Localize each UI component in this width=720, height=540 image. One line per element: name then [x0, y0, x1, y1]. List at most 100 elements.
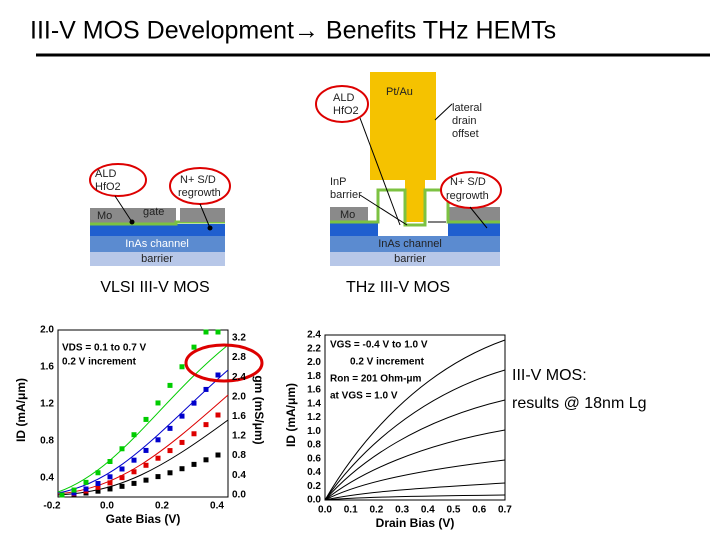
- y-tick-label: 1.6: [40, 362, 54, 373]
- marker: [71, 487, 77, 493]
- y-tick-label: 0.4: [40, 473, 54, 484]
- vlsi-diagram: ALD HfO2 N+ S/D regrowth Mo gate InAs ch…: [89, 163, 231, 266]
- y-tick-label: 0.2: [307, 481, 321, 492]
- pointer: [469, 206, 488, 229]
- marker: [191, 461, 197, 467]
- curve: [324, 399, 506, 501]
- x-tick-label: 0.0: [100, 501, 114, 512]
- y-axis-label: ID (mA/μm): [14, 378, 28, 442]
- marker: [155, 474, 161, 480]
- y2-tick-label: 3.2: [232, 333, 246, 344]
- y2-tick-label: 2.8: [232, 352, 246, 363]
- pointer: [114, 195, 133, 223]
- marker: [83, 486, 89, 492]
- marker: [215, 412, 221, 418]
- curve: [324, 459, 506, 501]
- x-tick-label: 0.7: [498, 505, 512, 516]
- y2-tick-label: 2.0: [232, 391, 246, 402]
- marker: [143, 462, 149, 468]
- label: Mo: [97, 210, 112, 222]
- marker: [191, 431, 197, 437]
- pointer-dot: [129, 219, 135, 225]
- marker: [95, 481, 101, 487]
- label: barrier: [141, 253, 173, 265]
- marker: [143, 416, 149, 422]
- curve: [57, 419, 229, 496]
- annotation: VGS = -0.4 V to 1.0 V: [330, 340, 428, 351]
- marker: [143, 447, 149, 453]
- caption: VLSI III-V MOS: [100, 279, 209, 296]
- y2-tick-label: 2.4: [232, 372, 246, 383]
- x-tick-label: 0.2: [369, 505, 383, 516]
- y-tick-label: 1.2: [40, 399, 54, 410]
- marker: [119, 446, 125, 452]
- marker: [107, 474, 113, 480]
- label: barrier: [330, 189, 362, 201]
- marker: [203, 329, 209, 335]
- label: Pt/Au: [386, 86, 413, 98]
- x-tick-label: 0.1: [344, 505, 358, 516]
- y2-tick-label: 1.2: [232, 431, 246, 442]
- curve: [324, 482, 506, 501]
- x-tick-label: -0.2: [43, 501, 61, 512]
- label: offset: [452, 128, 479, 140]
- marker: [131, 469, 137, 475]
- label: regrowth: [178, 187, 221, 199]
- marker: [167, 470, 173, 476]
- label: ALD: [333, 92, 354, 104]
- x-tick-label: 0.3: [395, 505, 409, 516]
- label: HfO2: [95, 181, 121, 193]
- y2-axis-label: gm (mS/μm): [252, 375, 266, 444]
- pointer: [359, 117, 401, 226]
- marker: [191, 400, 197, 406]
- marker: [131, 480, 137, 486]
- marker: [203, 386, 209, 392]
- x-tick-label: 0.2: [155, 501, 169, 512]
- pointer: [199, 203, 211, 229]
- y-tick-label: 0.4: [307, 467, 321, 478]
- marker: [83, 479, 89, 485]
- annotation: 0.2 V increment: [350, 357, 425, 368]
- note: results @ 18nm Lg: [512, 395, 647, 412]
- y2-tick-label: 0.0: [232, 489, 246, 500]
- regrowth-layer: [330, 222, 378, 236]
- mo-gate: [90, 208, 176, 224]
- marker: [179, 439, 185, 445]
- annotation: 0.2 V increment: [62, 357, 137, 368]
- marker: [203, 457, 209, 463]
- curve: [324, 429, 506, 501]
- marker: [131, 432, 137, 438]
- marker: [59, 492, 65, 498]
- annotation: Ron = 201 Ohm-μm: [330, 374, 422, 385]
- annotation: VDS = 0.1 to 0.7 V: [62, 343, 147, 354]
- marker: [179, 364, 185, 370]
- highlight: [184, 343, 264, 383]
- marker: [155, 455, 161, 461]
- pointer-dot: [207, 225, 213, 231]
- marker: [155, 400, 161, 406]
- y-tick-label: 2.0: [40, 325, 54, 336]
- y-tick-label: 1.8: [307, 371, 321, 382]
- y-tick-label: 0.8: [40, 436, 54, 447]
- caption: THz III-V MOS: [346, 279, 450, 296]
- x-axis-label: Gate Bias (V): [106, 512, 181, 526]
- marker: [107, 458, 113, 464]
- y-tick-label: 1.6: [307, 385, 321, 396]
- x-tick-label: 0.5: [447, 505, 461, 516]
- marker: [215, 329, 221, 335]
- marker: [131, 457, 137, 463]
- label: lateral: [452, 102, 482, 114]
- y-tick-label: 0.0: [307, 495, 321, 506]
- barrier-layer: [90, 252, 225, 266]
- label: N+ S/D: [180, 174, 216, 186]
- x-axis-label: Drain Bias (V): [376, 516, 455, 530]
- regrowth-layer: [90, 224, 225, 236]
- plot-frame: [57, 329, 229, 498]
- marker: [215, 452, 221, 458]
- regrowth-layer: [448, 222, 500, 236]
- y2-tick-label: 0.8: [232, 450, 246, 461]
- marker: [95, 470, 101, 476]
- curve: [324, 369, 506, 501]
- marker: [119, 475, 125, 481]
- annotation: at VGS = 1.0 V: [330, 391, 398, 402]
